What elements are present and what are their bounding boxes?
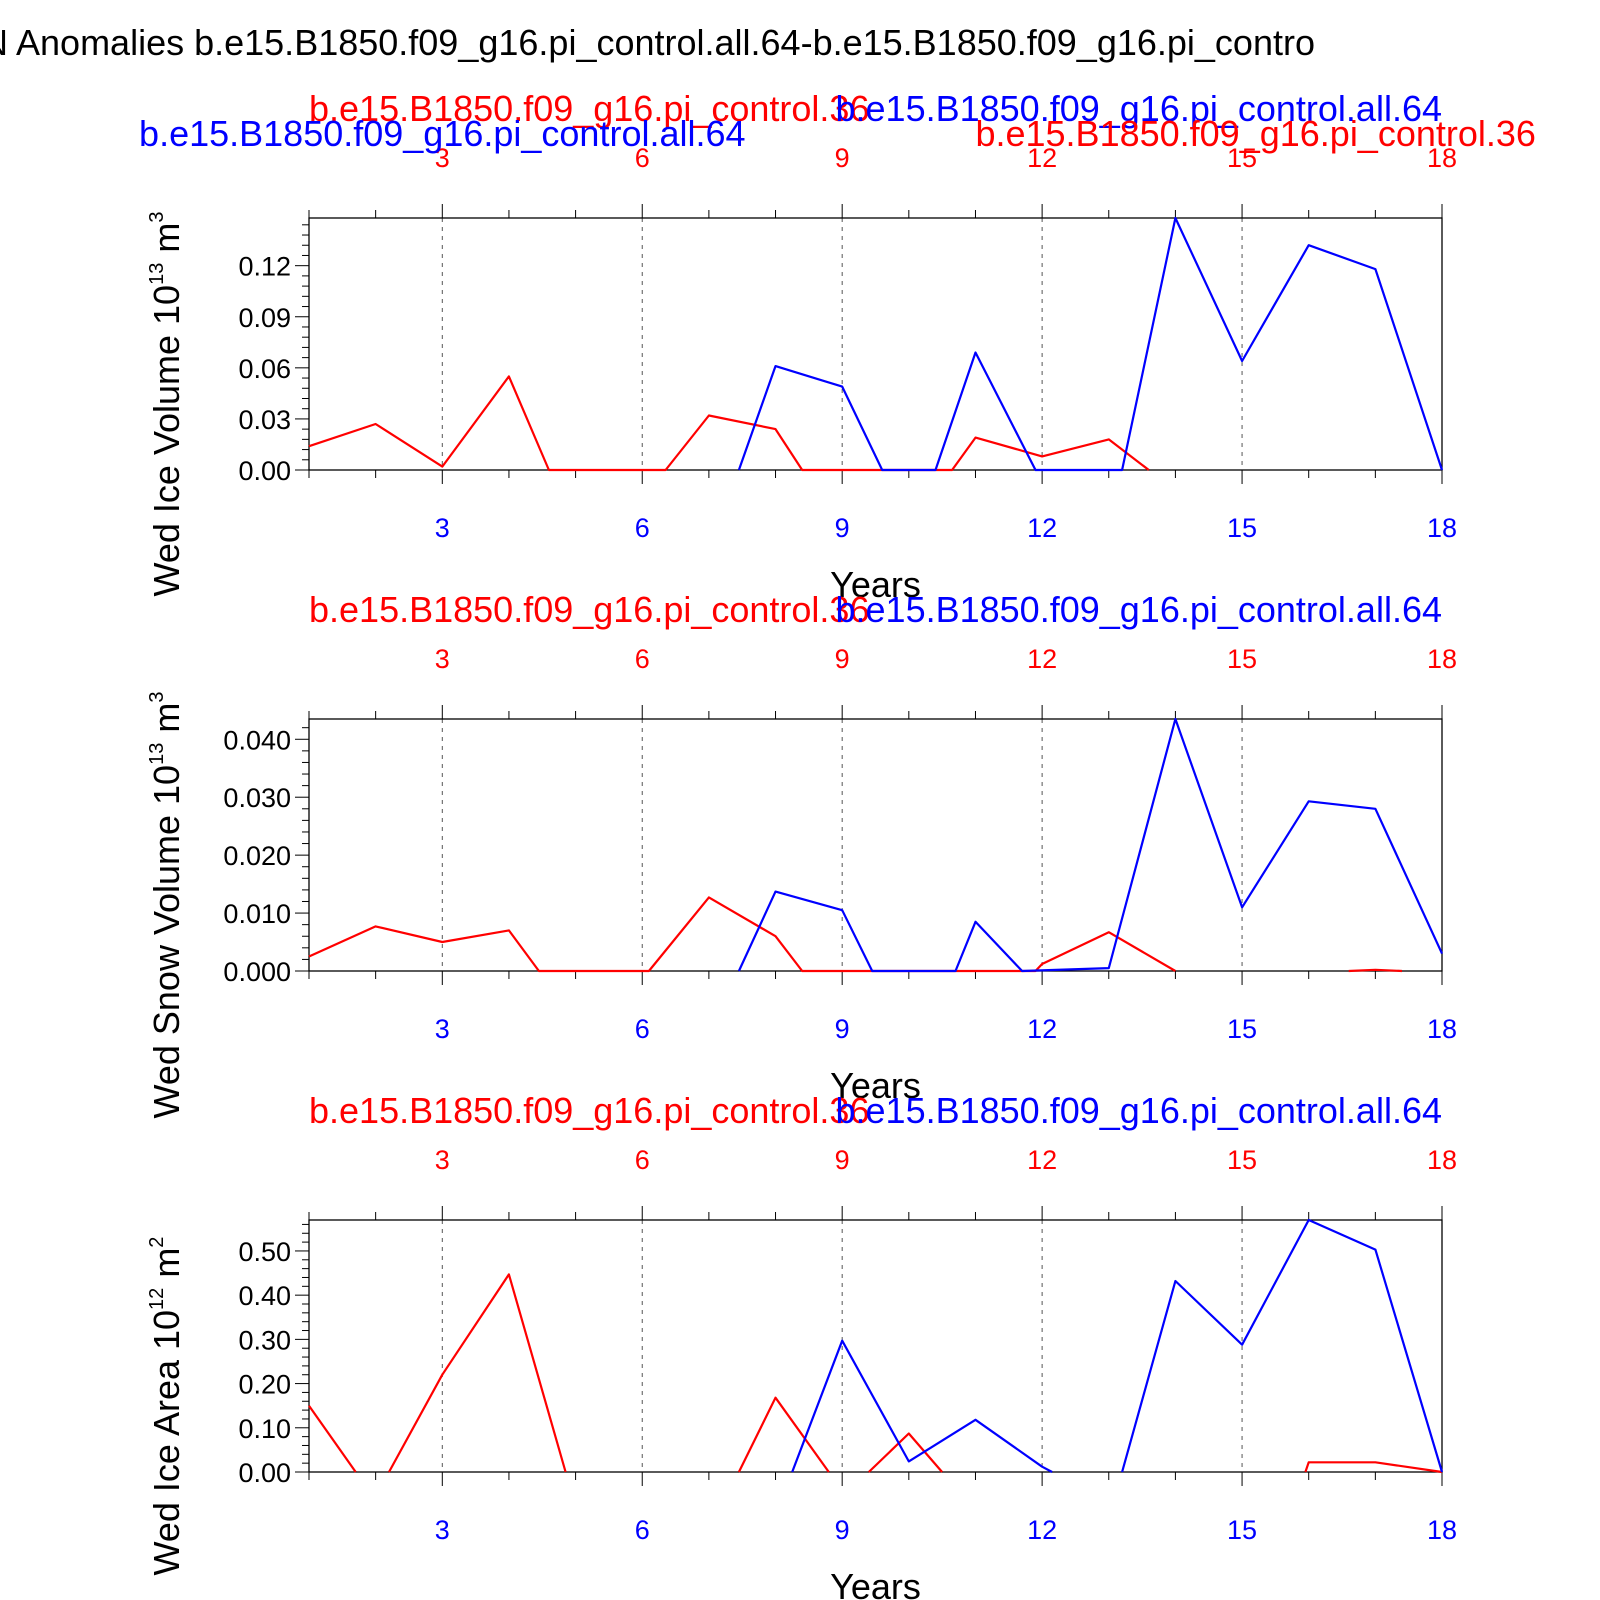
plot-frame — [308, 217, 1443, 471]
series-name-label: b.e15.B1850.f09_g16.pi_control.all.64 — [836, 589, 1442, 630]
x-tick-label-top: 6 — [635, 644, 650, 674]
page-title: N Anomalies b.e15.B1850.f09_g16.pi_contr… — [0, 0, 1600, 80]
y-tick-label: 0.010 — [223, 899, 291, 929]
red-series-line — [1348, 968, 1403, 973]
chart-panel-2: 0.000 0.010 0.020 0.030 0.040 3 3 6 6 9 9 12 12 15 15 1… — [146, 589, 1457, 1118]
x-tick-label-bottom: 3 — [435, 1014, 450, 1044]
x-axis-label: Years — [830, 1566, 921, 1600]
x-tick-label-bottom: 15 — [1227, 1515, 1257, 1545]
red-series-line — [308, 375, 1150, 472]
y-tick-label: 0.000 — [223, 957, 291, 987]
y-axis-label-unit-exponent: 3 — [146, 212, 168, 223]
red-series-line — [388, 1273, 567, 1473]
y-axis-label-unit-exponent: 3 — [146, 692, 168, 703]
y-axis-label: Wed Snow Volume 1013 m3 — [146, 692, 187, 1119]
x-tick-label-top: 12 — [1027, 644, 1057, 674]
blue-series-line — [737, 717, 1443, 973]
x-tick-label-top: 18 — [1427, 1145, 1457, 1175]
y-tick-label: 0.10 — [238, 1414, 291, 1444]
x-tick-label-top: 15 — [1227, 1145, 1257, 1175]
y-axis-label-unit: m — [146, 703, 187, 743]
y-axis-label-main: Wed Snow Volume 10 — [146, 765, 187, 1119]
x-tick-label-top: 9 — [835, 1145, 850, 1175]
x-tick-label-top: 9 — [835, 143, 850, 173]
page-title-text: N Anomalies b.e15.B1850.f09_g16.pi_contr… — [0, 22, 1315, 63]
x-tick-label-bottom: 9 — [835, 1515, 850, 1545]
y-tick-label: 0.030 — [223, 783, 291, 813]
x-tick-label-top: 3 — [435, 644, 450, 674]
series-name-label: b.e15.B1850.f09_g16.pi_control.36 — [975, 113, 1535, 154]
y-tick-label: 0.040 — [223, 725, 291, 755]
blue-series-line — [791, 1339, 1053, 1473]
y-tick-label: 0.30 — [238, 1325, 291, 1355]
y-axis-label-unit: m — [146, 223, 187, 263]
x-tick-label-bottom: 18 — [1427, 1014, 1457, 1044]
x-tick-label-top: 6 — [635, 143, 650, 173]
y-tick-label: 0.06 — [238, 354, 291, 384]
red-series-line — [868, 1432, 943, 1473]
x-tick-label-bottom: 15 — [1227, 1014, 1257, 1044]
x-tick-label-bottom: 18 — [1427, 1515, 1457, 1545]
x-tick-label-bottom: 6 — [635, 1515, 650, 1545]
y-axis-label-unit: m — [146, 1248, 187, 1288]
series-name-label: b.e15.B1850.f09_g16.pi_control.all.64 — [836, 1090, 1442, 1131]
red-series-line — [1304, 1461, 1443, 1474]
x-tick-label-top: 12 — [1027, 143, 1057, 173]
series-name-label: b.e15.B1850.f09_g16.pi_control.all.64 — [139, 113, 745, 154]
y-axis-label-main: Wed Ice Area 10 — [146, 1310, 187, 1576]
y-axis-label-exponent: 12 — [146, 1288, 168, 1310]
x-tick-label-bottom: 3 — [435, 513, 450, 543]
x-tick-label-top: 18 — [1427, 143, 1457, 173]
x-tick-label-top: 6 — [635, 1145, 650, 1175]
red-series-line — [308, 1405, 357, 1473]
x-tick-label-bottom: 9 — [835, 1014, 850, 1044]
x-tick-label-bottom: 9 — [835, 513, 850, 543]
x-tick-label-top: 9 — [835, 644, 850, 674]
y-tick-label: 0.00 — [238, 1458, 291, 1488]
x-axis-label: Years — [830, 1065, 921, 1106]
y-tick-label: 0.03 — [238, 405, 291, 435]
plot-frame — [308, 1219, 1443, 1473]
x-tick-label-bottom: 15 — [1227, 513, 1257, 543]
x-tick-label-bottom: 12 — [1027, 1014, 1057, 1044]
y-tick-label: 0.12 — [238, 252, 291, 282]
y-axis-label: Wed Ice Area 1012 m2 — [146, 1237, 187, 1576]
chart-panel-1: 0.00 0.03 0.06 0.09 0.12 3 3 6 6 9 9 12 12 15 15 18 18 Ye… — [139, 88, 1536, 605]
x-tick-label-bottom: 6 — [635, 1014, 650, 1044]
y-axis-label-exponent: 13 — [146, 263, 168, 285]
x-tick-label-top: 18 — [1427, 644, 1457, 674]
y-tick-label: 0.00 — [238, 456, 291, 486]
y-tick-label: 0.020 — [223, 841, 291, 871]
y-axis-label-main: Wed Ice Volume 10 — [146, 285, 187, 597]
x-tick-label-bottom: 18 — [1427, 513, 1457, 543]
y-tick-label: 0.40 — [238, 1281, 291, 1311]
y-tick-label: 0.50 — [238, 1237, 291, 1267]
x-tick-label-bottom: 3 — [435, 1515, 450, 1545]
blue-series-line — [1121, 1218, 1444, 1473]
series-name-label: b.e15.B1850.f09_g16.pi_control.36 — [309, 589, 869, 630]
x-tick-label-bottom: 12 — [1027, 1515, 1057, 1545]
x-tick-label-top: 15 — [1227, 644, 1257, 674]
series-name-label: b.e15.B1850.f09_g16.pi_control.36 — [309, 1090, 869, 1131]
y-axis-label-exponent: 13 — [146, 743, 168, 765]
x-tick-label-top: 3 — [435, 1145, 450, 1175]
red-series-line — [737, 1396, 830, 1473]
chart-panel-3: 0.00 0.10 0.20 0.30 0.40 0.50 3 3 6 6 9 9 12 12 15 15 18… — [146, 1090, 1457, 1600]
x-tick-label-top: 15 — [1227, 143, 1257, 173]
blue-series-line — [737, 216, 1444, 472]
x-axis-label: Years — [830, 564, 921, 605]
y-axis-label: Wed Ice Volume 1013 m3 — [146, 212, 187, 597]
series-name-label: b.e15.B1850.f09_g16.pi_control.all.64 — [836, 88, 1442, 129]
series-name-label: b.e15.B1850.f09_g16.pi_control.36 — [309, 88, 869, 129]
x-tick-label-top: 12 — [1027, 1145, 1057, 1175]
x-tick-label-top: 3 — [435, 143, 450, 173]
red-series-line — [308, 896, 1176, 973]
y-axis-label-unit-exponent: 2 — [146, 1237, 168, 1248]
y-tick-label: 0.09 — [238, 303, 291, 333]
x-tick-label-bottom: 12 — [1027, 513, 1057, 543]
y-tick-label: 0.20 — [238, 1370, 291, 1400]
plot-frame — [308, 718, 1443, 972]
x-tick-label-bottom: 6 — [635, 513, 650, 543]
